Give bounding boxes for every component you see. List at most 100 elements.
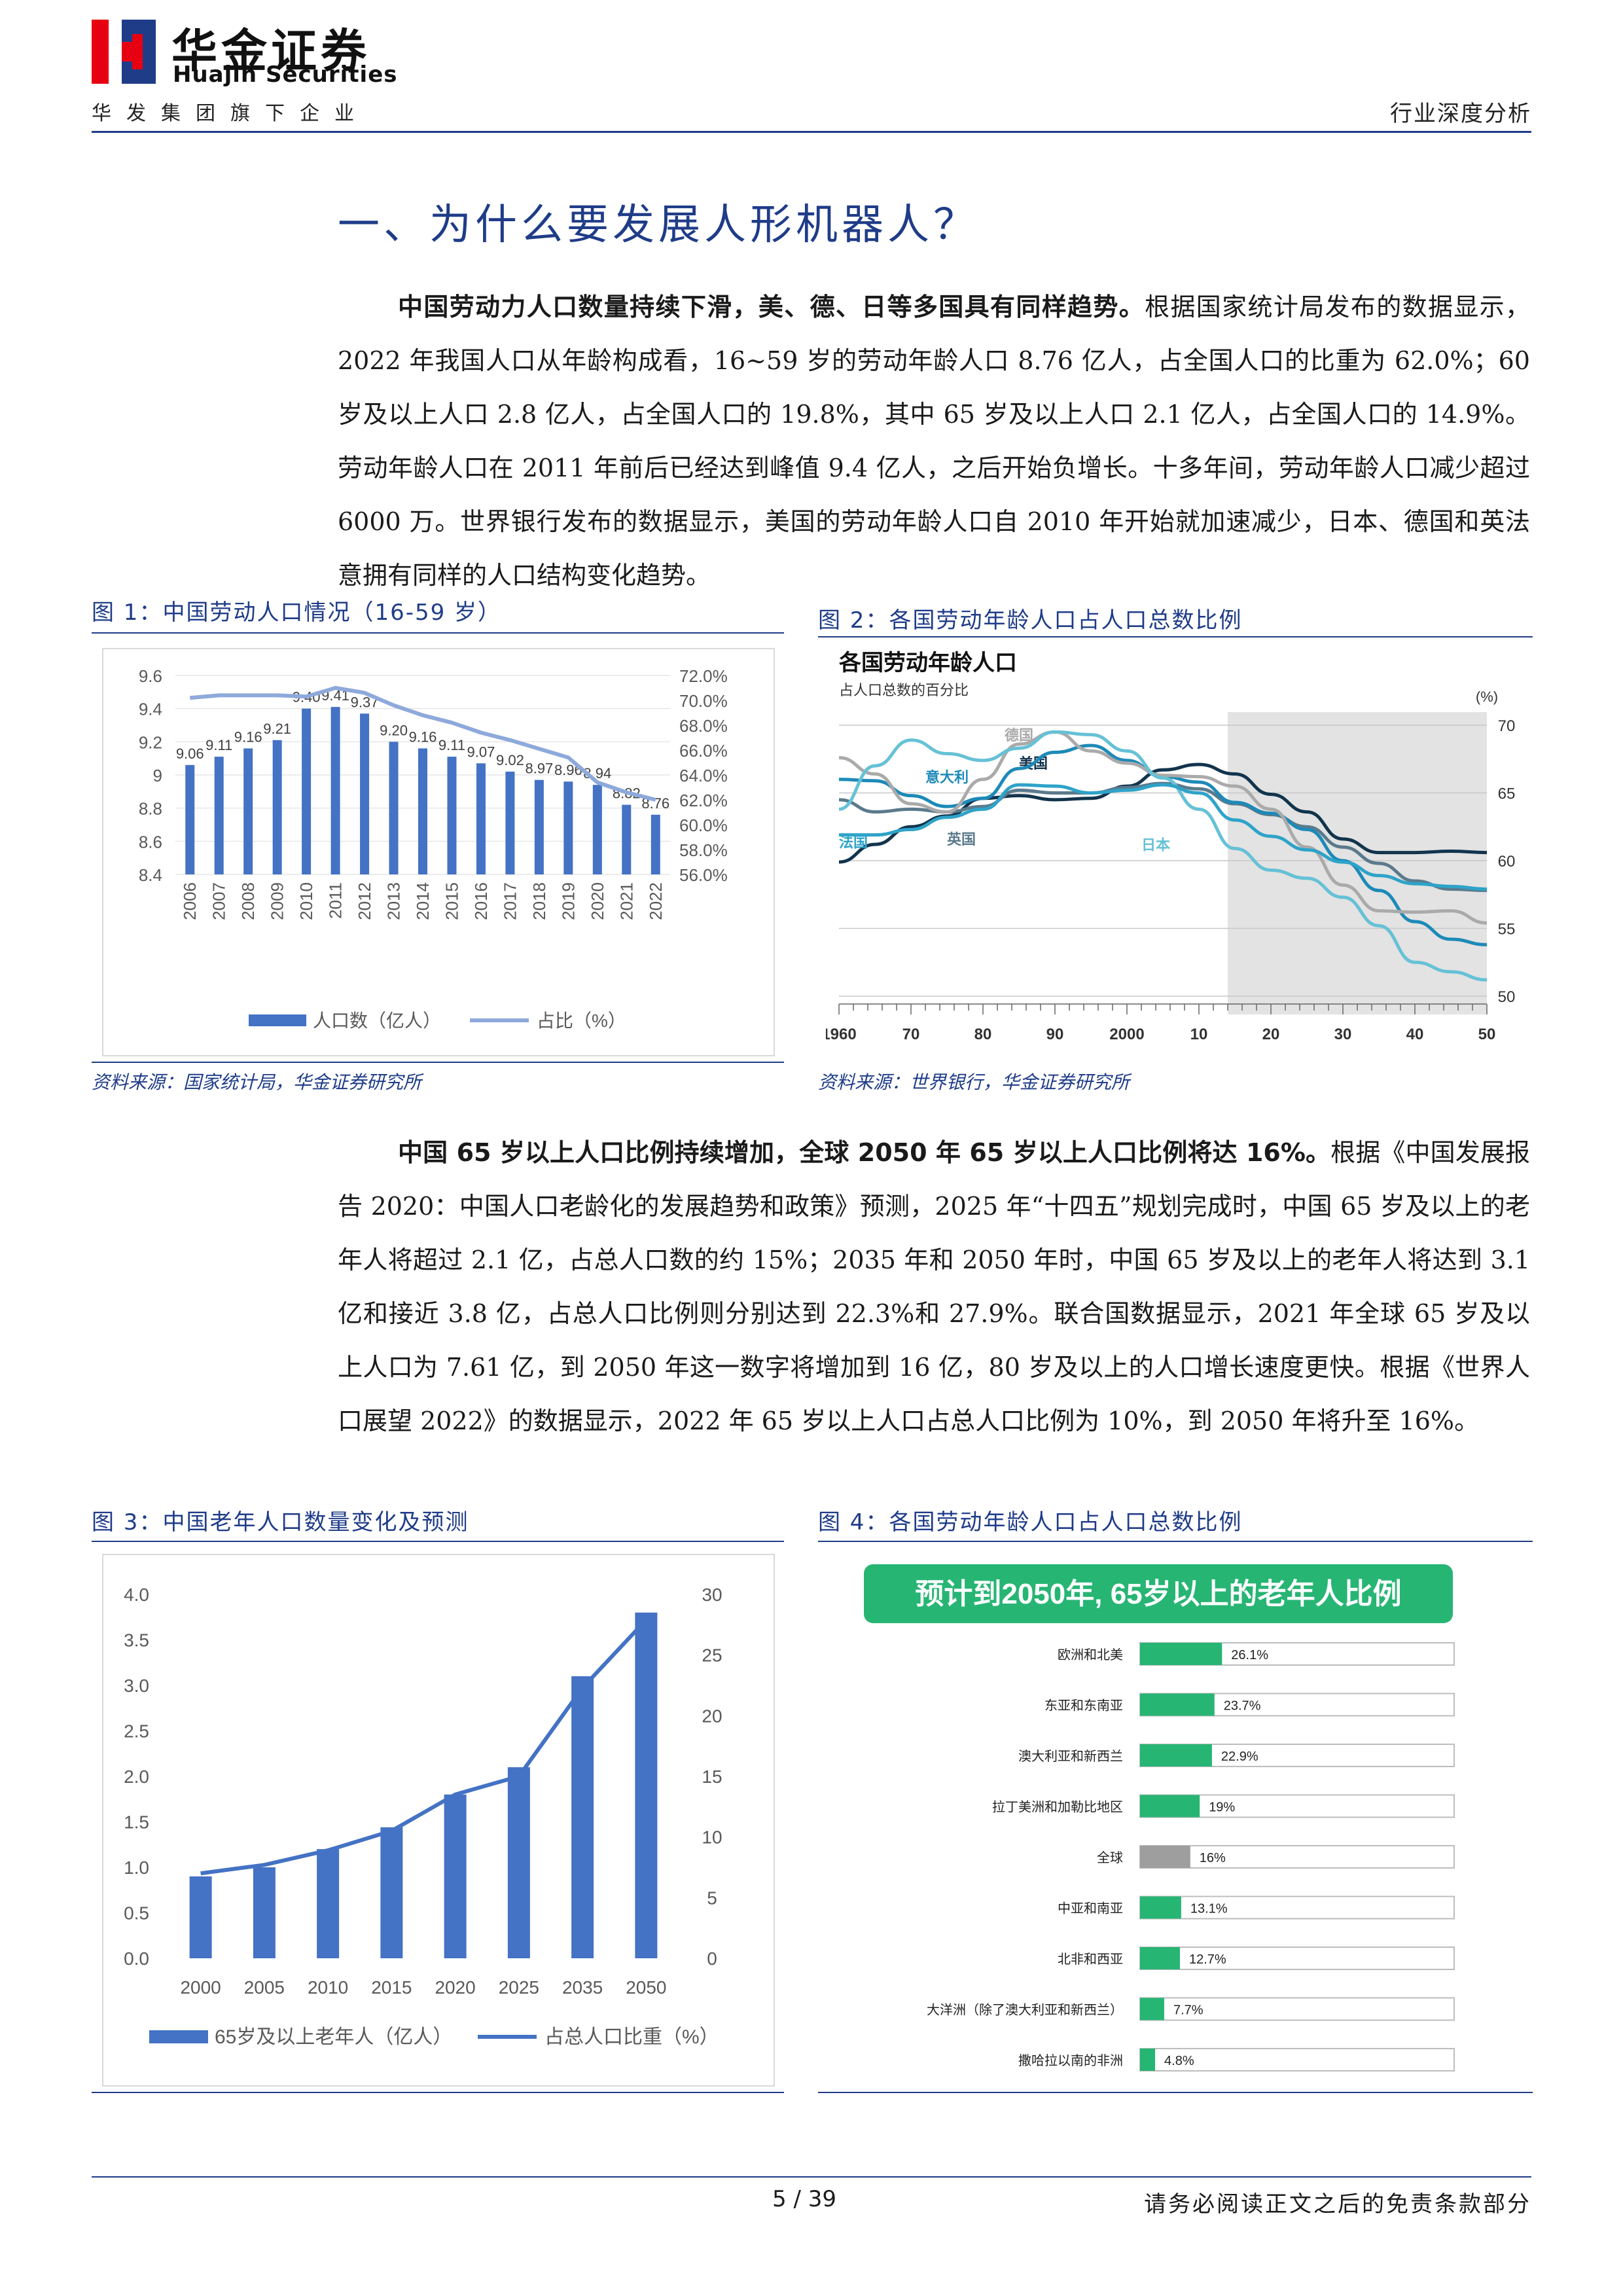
x-tick-label: 2007	[209, 882, 229, 920]
x-tick-label: 2017	[500, 882, 520, 920]
x-tick-label: 2010	[296, 882, 316, 920]
x-tick-label: 2016	[471, 882, 491, 920]
y-tick-label: 8.6	[139, 832, 162, 852]
y-tick-label: 50	[1498, 988, 1516, 1006]
y2-tick-label: 30	[702, 1585, 722, 1605]
y-tick-label: 9.2	[139, 732, 162, 752]
y-tick-label: 2.0	[124, 1767, 149, 1787]
figure-1-bottom-rule	[92, 1062, 784, 1063]
x-tick-label: 2019	[558, 882, 578, 920]
category-label: 撒哈拉以南的非洲	[1018, 2053, 1123, 2068]
bar	[476, 763, 486, 874]
legend-label: 65岁及以上老年人（亿人）	[215, 2026, 452, 2048]
figure-3-title: 图 3：中国老年人口数量变化及预测	[92, 1509, 469, 1535]
figure-2-chart: 各国劳动年龄人口占人口总数的百分比(%)70656055501960708090…	[821, 644, 1531, 1063]
category-label: 大洋洲（除了澳大利亚和新西兰）	[927, 2003, 1123, 2018]
x-tick-label: 2011	[326, 882, 346, 919]
y2-tick-label: 56.0%	[679, 865, 728, 885]
x-tick-label: 40	[1406, 1026, 1424, 1043]
y-tick-label: 8.8	[139, 799, 162, 819]
bar	[534, 780, 544, 874]
bar	[1140, 1744, 1212, 1767]
bar-track	[1139, 1997, 1455, 2021]
x-tick-label: 2005	[244, 1977, 285, 1998]
data-label: 13.1%	[1190, 1902, 1228, 1916]
x-tick-label: 90	[1046, 1026, 1064, 1043]
paragraph-body: 根据国家统计局发布的数据显示，2022 年我国人口从年龄构成看，16~59 岁的…	[338, 293, 1530, 590]
data-label: 9.07	[467, 744, 495, 760]
legend-label: 占比（%）	[537, 1011, 626, 1031]
footer-divider	[92, 2176, 1531, 2178]
x-tick-label: 10	[1190, 1026, 1208, 1043]
bar	[622, 804, 632, 874]
y2-tick-label: 0	[707, 1948, 717, 1969]
bar	[360, 713, 370, 874]
bar-track	[1139, 1845, 1455, 1869]
y2-tick-label: 68.0%	[679, 716, 728, 736]
bar	[507, 1767, 530, 1958]
y-tick-label: 60	[1498, 853, 1516, 870]
series-line	[200, 1618, 648, 1876]
bar	[214, 757, 224, 874]
y-tick-label: 0.0	[124, 1948, 149, 1969]
bar	[592, 785, 602, 874]
data-label: 9.11	[205, 737, 232, 753]
bar	[330, 707, 340, 874]
bar	[1140, 1947, 1180, 1969]
y2-tick-label: 10	[702, 1827, 722, 1848]
x-tick-label: 2018	[529, 882, 549, 920]
bar	[1140, 1998, 1164, 2020]
y2-tick-label: 66.0%	[679, 741, 728, 761]
bar	[253, 1867, 276, 1958]
x-tick-label: 2008	[238, 882, 258, 920]
chart-title: 预计到2050年, 65岁以上的老年人比例	[915, 1578, 1401, 1610]
x-tick-label: 2025	[499, 1977, 539, 1998]
bar	[444, 1794, 467, 1958]
x-tick-label: 2015	[442, 882, 461, 920]
series-label: 德国	[1005, 727, 1033, 744]
category-label: 拉丁美洲和加勒比地区	[992, 1800, 1123, 1815]
figure-3-rule	[92, 1541, 784, 1542]
series-label: 英国	[947, 831, 976, 848]
y-tick-label: 3.5	[124, 1630, 149, 1651]
bar	[243, 748, 253, 874]
y2-tick-label: 64.0%	[679, 766, 728, 785]
bar	[1140, 1693, 1215, 1716]
paragraph-lead: 中国 65 岁以上人口比例持续增加，全球 2050 年 65 岁以上人口比例将达…	[398, 1138, 1331, 1167]
data-label: 9.16	[234, 728, 262, 745]
figure-1-rule	[92, 632, 784, 634]
data-label: 22.9%	[1221, 1749, 1258, 1764]
series-line	[189, 686, 656, 802]
bar	[389, 742, 399, 874]
bar-track	[1139, 2048, 1455, 2072]
figure-2-source: 资料来源：世界银行，华金证券研究所	[818, 1071, 1130, 1093]
figure-1-chart: 9.6 9.4 9.2 9 8.8 8.6 8.4 72.0% 70.0% 68.0% 66.0% 6…	[102, 648, 775, 1056]
y-tick-label: 70	[1498, 717, 1516, 735]
series-line	[838, 744, 1488, 946]
y-tick-label: 9.6	[139, 666, 162, 686]
paragraph-body: 根据《中国发展报告 2020：中国人口老龄化的发展趋势和政策》预测，2025 年…	[338, 1138, 1530, 1435]
figure-1-svg: 9.6 9.4 9.2 9 8.8 8.6 8.4 72.0% 70.0% 68.0% 66.0% 6…	[139, 666, 728, 1031]
series-label: 意大利	[925, 769, 969, 785]
disclaimer-note: 请务必阅读正文之后的免责条款部分	[1144, 2191, 1531, 2217]
data-label: 9.11	[438, 737, 465, 753]
x-tick-label: 2014	[413, 882, 433, 920]
paragraph-labor-force: 中国劳动力人口数量持续下滑，美、德、日等多国具有同样趋势。根据国家统计局发布的数…	[338, 280, 1530, 602]
legend-label: 占总人口比重（%）	[544, 2026, 719, 2048]
category-label: 北非和西亚	[1058, 1952, 1123, 1967]
y-tick-label: 1.5	[124, 1812, 149, 1833]
y-tick-label: 0.5	[124, 1903, 149, 1924]
bar	[563, 781, 573, 874]
y2-tick-label: 62.0%	[679, 791, 728, 810]
chart-title: 各国劳动年龄人口	[839, 650, 1017, 675]
bar	[272, 740, 282, 874]
data-label: 23.7%	[1224, 1699, 1261, 1713]
y-tick-label: 9.4	[139, 700, 162, 719]
y-tick-label: 3.0	[124, 1676, 149, 1696]
category-label: 东亚和东南亚	[1044, 1698, 1123, 1713]
x-tick-label: 2050	[626, 1977, 666, 1998]
bar	[380, 1827, 403, 1958]
series-line	[839, 783, 1488, 891]
huajin-logo-icon	[92, 20, 156, 84]
